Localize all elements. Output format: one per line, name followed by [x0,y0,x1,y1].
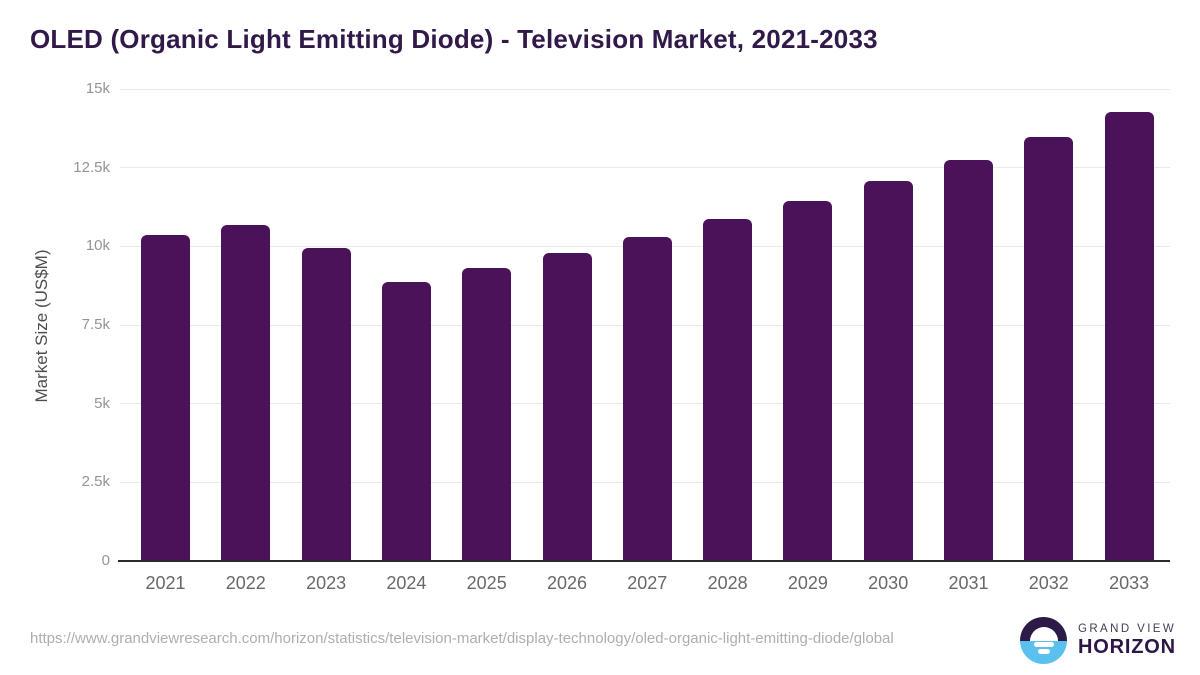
y-tick-label: 10k [85,237,110,255]
x-tick-label: 2026 [546,573,588,593]
y-tick-label: 2.5k [81,473,110,491]
y-tick-label: 15k [85,80,110,97]
bar-2032[interactable] [1024,136,1074,561]
x-tick-label: 2030 [868,573,909,593]
bar-2028[interactable] [703,218,753,561]
brand-name-top: GRAND VIEW [1078,622,1177,635]
y-tick-label: 7.5k [81,316,110,333]
x-tick-label: 2025 [466,573,507,593]
y-tick-label: 0 [101,552,110,569]
plot-area: 0 2.5k 5k 7.5k 10k 12.5k 15k 2021 2022 2023 2024 20… [73,80,1170,593]
x-tick-label: 2023 [306,573,347,593]
gridline [120,167,1170,169]
bar-2025[interactable] [462,268,512,561]
x-tick-label: 2021 [145,573,186,593]
x-tick-label: 2028 [707,573,748,593]
bar-2033[interactable] [1104,111,1154,561]
x-tick-label: 2033 [1109,573,1150,593]
bar-2023[interactable] [301,247,351,561]
gridline [120,88,1170,90]
bar-2029[interactable] [783,200,833,561]
bar-2030[interactable] [863,180,913,561]
x-tick-label: 2027 [627,573,668,593]
logo-sun-circle [1029,626,1058,641]
bar-2021[interactable] [141,235,190,561]
x-tick-label: 2024 [386,573,427,593]
bar-2026[interactable] [542,252,592,561]
x-tick-label: 2029 [787,573,828,593]
logo-reflection-line [1037,649,1050,654]
bar-2031[interactable] [944,159,993,561]
bar-2024[interactable] [381,282,431,561]
y-tick-label: 5k [94,394,110,412]
x-tick-label: 2032 [1028,573,1069,593]
logo-sky-half [1020,617,1067,641]
y-tick-label: 12.5k [73,158,110,176]
x-axis-line [118,560,1170,562]
brand-name-bottom: HORIZON [1078,635,1176,658]
chart-title: OLED (Organic Light Emitting Diode) - Te… [30,24,878,54]
x-tick-label: 2031 [948,573,989,593]
bar-2022[interactable] [221,224,271,561]
brand-wordmark: GRAND VIEW HORIZON [1078,623,1176,659]
horizon-sun-icon [1020,617,1067,664]
x-tick-label: 2022 [225,573,266,593]
brand-logo: GRAND VIEW HORIZON [1020,617,1176,664]
source-url: https://www.grandviewresearch.com/horizo… [30,630,894,647]
logo-reflection-line [1033,642,1054,647]
bar-2027[interactable] [622,237,672,561]
